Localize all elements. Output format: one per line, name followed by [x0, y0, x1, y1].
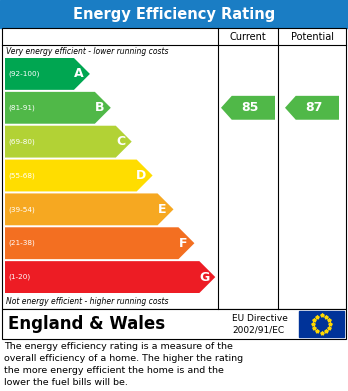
Text: (92-100): (92-100) — [8, 71, 39, 77]
Polygon shape — [285, 96, 339, 120]
Text: Not energy efficient - higher running costs: Not energy efficient - higher running co… — [6, 298, 168, 307]
Polygon shape — [5, 58, 90, 90]
Text: (69-80): (69-80) — [8, 138, 35, 145]
Polygon shape — [221, 96, 275, 120]
Polygon shape — [5, 227, 195, 259]
Polygon shape — [5, 126, 132, 158]
Text: Potential: Potential — [291, 32, 333, 41]
Polygon shape — [5, 92, 111, 124]
Text: The energy efficiency rating is a measure of the
overall efficiency of a home. T: The energy efficiency rating is a measur… — [4, 342, 243, 387]
Text: (81-91): (81-91) — [8, 104, 35, 111]
Text: (1-20): (1-20) — [8, 274, 30, 280]
Text: (39-54): (39-54) — [8, 206, 35, 213]
Text: C: C — [116, 135, 125, 148]
Text: 85: 85 — [241, 101, 258, 114]
Polygon shape — [5, 160, 153, 192]
Text: Very energy efficient - lower running costs: Very energy efficient - lower running co… — [6, 47, 168, 56]
Text: B: B — [95, 101, 104, 114]
Polygon shape — [5, 261, 215, 293]
Text: England & Wales: England & Wales — [8, 315, 165, 333]
Bar — [0, 0, 348, 28]
Text: E: E — [158, 203, 167, 216]
Bar — [299, 311, 344, 337]
Text: Energy Efficiency Rating: Energy Efficiency Rating — [73, 7, 275, 22]
Text: F: F — [179, 237, 188, 250]
Text: D: D — [136, 169, 147, 182]
Text: (55-68): (55-68) — [8, 172, 35, 179]
Bar — [2, 28, 346, 309]
Text: EU Directive
2002/91/EC: EU Directive 2002/91/EC — [232, 314, 288, 334]
Bar — [2, 309, 346, 339]
Polygon shape — [5, 194, 174, 225]
Text: G: G — [199, 271, 209, 283]
Text: 87: 87 — [305, 101, 322, 114]
Text: Current: Current — [230, 32, 266, 41]
Text: (21-38): (21-38) — [8, 240, 35, 246]
Text: A: A — [74, 67, 84, 81]
